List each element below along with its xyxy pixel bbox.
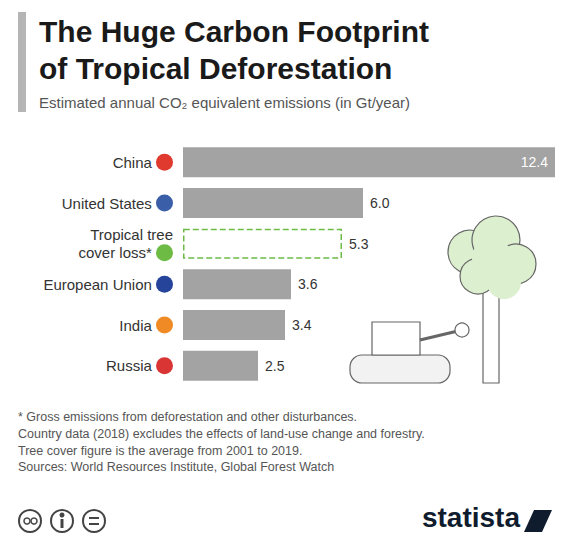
svg-text:statista: statista bbox=[422, 502, 520, 533]
svg-text:Sources: World Resources Insti: Sources: World Resources Institute, Glob… bbox=[18, 460, 334, 474]
svg-text:China: China bbox=[113, 154, 156, 171]
svg-text:5.3: 5.3 bbox=[349, 236, 369, 252]
svg-text:* Gross emissions from defores: * Gross emissions from deforestation and… bbox=[18, 410, 357, 424]
svg-text:6.0: 6.0 bbox=[370, 195, 390, 211]
svg-text:3.4: 3.4 bbox=[292, 317, 312, 333]
svg-text:Tropical tree: Tropical tree bbox=[90, 226, 173, 243]
svg-text:12.4: 12.4 bbox=[521, 154, 548, 170]
svg-text:The Huge Carbon Footprint: The Huge Carbon Footprint bbox=[39, 15, 429, 48]
svg-text:of Tropical Deforestation: of Tropical Deforestation bbox=[39, 52, 392, 85]
svg-text:2.5: 2.5 bbox=[265, 358, 285, 374]
svg-text:Russia: Russia bbox=[106, 357, 156, 374]
svg-text:cover loss*: cover loss* bbox=[78, 244, 156, 261]
svg-text:India: India bbox=[119, 317, 156, 334]
svg-text:Tree cover figure is the avera: Tree cover figure is the average from 20… bbox=[18, 444, 302, 458]
svg-text:Estimated annual CO₂ equivalen: Estimated annual CO₂ equivalent emission… bbox=[39, 94, 410, 111]
svg-text:Country data (2018) excludes t: Country data (2018) excludes the effects… bbox=[18, 427, 425, 441]
svg-text:3.6: 3.6 bbox=[298, 276, 318, 292]
svg-text:United States: United States bbox=[62, 195, 156, 212]
svg-text:European Union: European Union bbox=[43, 276, 156, 293]
